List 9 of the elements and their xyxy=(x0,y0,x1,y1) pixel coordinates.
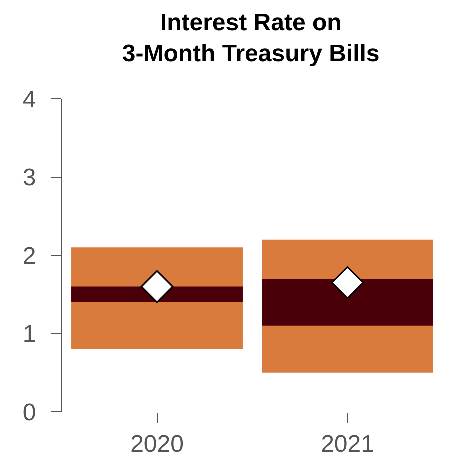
chart-title: Interest Rate on 3-Month Treasury Bills xyxy=(122,9,380,68)
x-tick-label: 2020 xyxy=(130,430,184,458)
bar xyxy=(262,278,434,326)
y-tick-label: 4 xyxy=(22,86,36,114)
y-tick-label: 0 xyxy=(22,399,36,426)
y-tick-label: 3 xyxy=(22,164,36,192)
y-tick-label: 2 xyxy=(22,242,36,270)
y-tick-label: 1 xyxy=(22,321,36,348)
x-tick-label: 2021 xyxy=(321,430,374,458)
